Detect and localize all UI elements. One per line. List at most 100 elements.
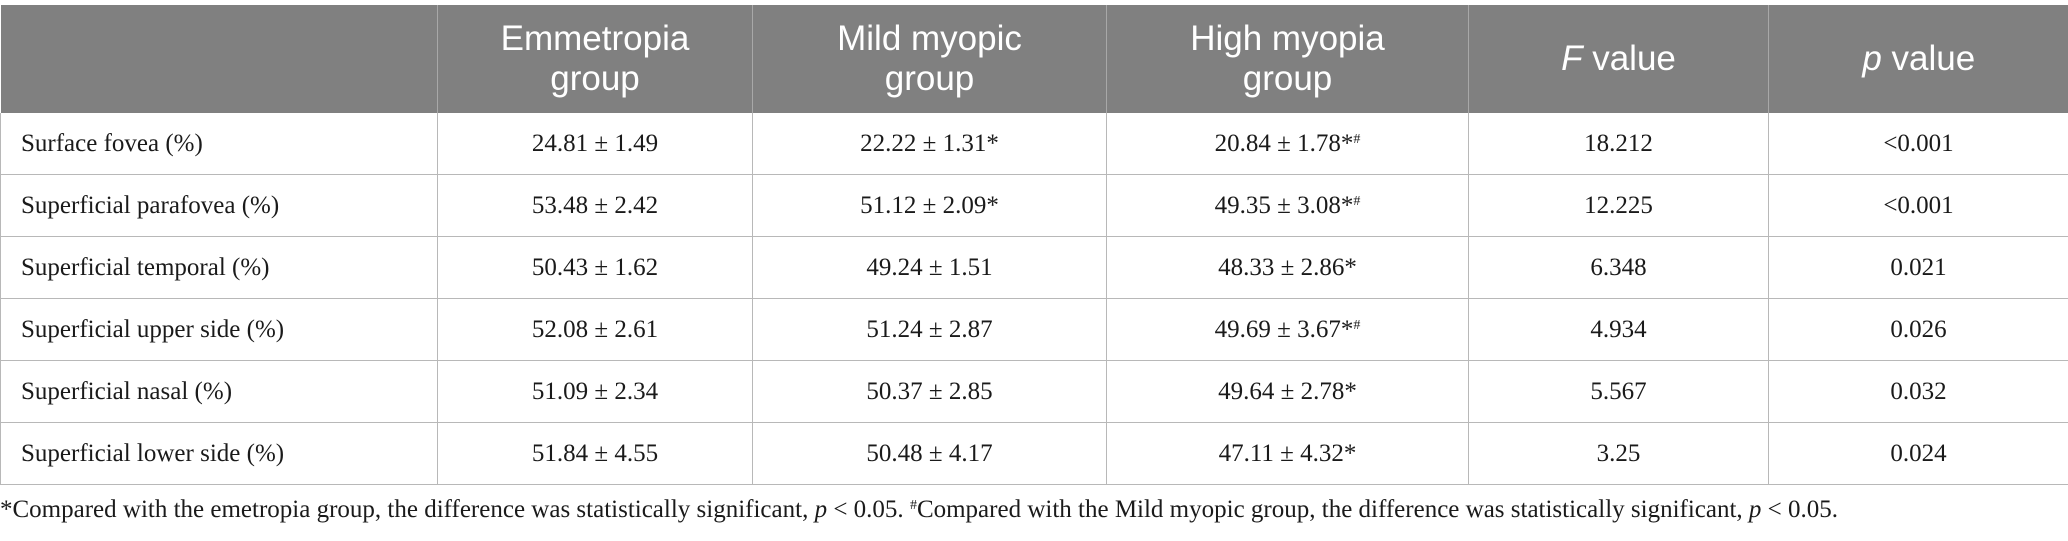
table-row: Superficial parafovea (%) 53.48 ± 2.42 51.… [0, 174, 2068, 237]
p-value-cell: 0.026 [1768, 298, 2068, 361]
p-value-text: <0.001 [1883, 129, 1954, 157]
footnote-text-3: Compared with the Mild myopic group, the… [916, 496, 1749, 523]
emmetropia-value-cell: 51.09 ± 2.34 [437, 360, 753, 423]
p-value-text: 0.032 [1890, 377, 1947, 405]
data-table-container: Emmetropia group Mild myopic group High … [0, 5, 2068, 485]
footnote-hash-symbol: # [909, 498, 917, 513]
emmetropia-value-cell: 53.48 ± 2.42 [437, 174, 753, 237]
table-row: Superficial lower side (%) 51.84 ± 4.55 50… [0, 422, 2068, 485]
high-myopia-value-text: 49.69 ± 3.67* [1214, 315, 1354, 343]
table-row: Surface fovea (%) 24.81 ± 1.49 22.22 ± 1.3… [0, 113, 2068, 175]
emmetropia-value-text: 52.08 ± 2.61 [531, 315, 659, 343]
emmetropia-value-text: 53.48 ± 2.42 [531, 191, 659, 219]
p-value-cell: 0.032 [1768, 360, 2068, 423]
mild-myopic-value-cell: 50.48 ± 4.17 [752, 422, 1107, 485]
p-value-text: <0.001 [1883, 191, 1954, 219]
emmetropia-value-cell: 52.08 ± 2.61 [437, 298, 753, 361]
myopia-density-table: Emmetropia group Mild myopic group High … [0, 5, 2068, 485]
header-mild-line2: group [884, 59, 975, 98]
high-myopia-value-cell: 49.69 ± 3.67*# [1106, 298, 1469, 361]
header-emmetropia-line2: group [550, 59, 640, 98]
f-value-cell: 3.25 [1468, 422, 1769, 485]
high-myopia-value-cell: 49.35 ± 3.08*# [1106, 174, 1469, 237]
header-p-label: value [1881, 39, 1976, 78]
p-value-text: 0.024 [1890, 439, 1947, 467]
mild-myopic-value-cell: 50.37 ± 2.85 [752, 360, 1107, 423]
row-label-text: Surface fovea (%) [21, 129, 203, 157]
mild-myopic-value-cell: 49.24 ± 1.51 [752, 236, 1107, 299]
row-label-cell: Superficial upper side (%) [0, 298, 438, 361]
header-emmetropia-group: Emmetropia group [437, 5, 753, 113]
row-label-cell: Superficial temporal (%) [0, 236, 438, 299]
header-high-line1: High myopia [1190, 19, 1385, 58]
f-value-cell: 4.934 [1468, 298, 1769, 361]
header-f-label: value [1582, 39, 1676, 78]
table-footnote: *Compared with the emetropia group, the … [0, 496, 2068, 524]
p-value-text: 0.026 [1890, 315, 1947, 343]
footnote-text-2: < 0.05. [827, 496, 910, 523]
footnote-p-symbol-2: p [1748, 496, 1762, 523]
high-myopia-value-text: 20.84 ± 1.78* [1214, 129, 1354, 157]
table-row: Superficial temporal (%) 50.43 ± 1.62 49.2… [0, 236, 2068, 299]
mild-myopic-value-text: 51.12 ± 2.09* [860, 191, 999, 219]
f-value-text: 6.348 [1590, 253, 1647, 281]
footnote-p-symbol-1: p [814, 496, 828, 523]
mild-myopic-value-text: 51.24 ± 2.87 [866, 315, 993, 343]
mild-myopic-value-cell: 22.22 ± 1.31* [752, 113, 1107, 175]
header-mild-myopic-group: Mild myopic group [752, 5, 1107, 113]
p-value-text: 0.021 [1890, 253, 1947, 281]
f-value-text: 12.225 [1584, 191, 1653, 219]
footnote-text-1: *Compared with the emetropia group, the … [0, 496, 815, 523]
f-value-text: 5.567 [1590, 377, 1647, 405]
f-value-cell: 5.567 [1468, 360, 1769, 423]
header-mild-line1: Mild myopic [837, 19, 1022, 58]
header-high-line2: group [1242, 59, 1333, 98]
emmetropia-value-text: 51.09 ± 2.34 [531, 377, 659, 405]
footnote-text-4: < 0.05. [1761, 496, 1839, 523]
f-value-cell: 6.348 [1468, 236, 1769, 299]
hash-marker: # [1353, 193, 1361, 209]
header-f-value: F value [1468, 5, 1769, 113]
high-myopia-value-cell: 47.11 ± 4.32* [1106, 422, 1469, 485]
high-myopia-value-cell: 20.84 ± 1.78*# [1106, 113, 1469, 175]
emmetropia-value-cell: 24.81 ± 1.49 [437, 113, 753, 175]
high-myopia-value-text: 49.64 ± 2.78* [1218, 377, 1357, 405]
table-row: Superficial nasal (%) 51.09 ± 2.34 50.37 ±… [0, 360, 2068, 423]
p-value-cell: <0.001 [1768, 174, 2068, 237]
row-label-text: Superficial lower side (%) [21, 439, 285, 467]
header-empty-cell [0, 5, 438, 113]
high-myopia-value-text: 47.11 ± 4.32* [1218, 439, 1357, 467]
header-high-myopia-group: High myopia group [1106, 5, 1469, 113]
row-label-text: Superficial nasal (%) [21, 377, 233, 405]
table-body: Surface fovea (%) 24.81 ± 1.49 22.22 ± 1.3… [0, 113, 2068, 485]
header-f-symbol: F [1561, 39, 1583, 78]
emmetropia-value-text: 51.84 ± 4.55 [531, 439, 659, 467]
row-label-text: Superficial upper side (%) [21, 315, 285, 343]
row-label-cell: Surface fovea (%) [0, 113, 438, 175]
high-myopia-value-cell: 48.33 ± 2.86* [1106, 236, 1469, 299]
header-p-value: p value [1768, 5, 2068, 113]
row-label-cell: Superficial lower side (%) [0, 422, 438, 485]
row-label-text: Superficial temporal (%) [21, 253, 270, 281]
mild-myopic-value-text: 49.24 ± 1.51 [866, 253, 993, 281]
table-header: Emmetropia group Mild myopic group High … [0, 5, 2068, 113]
high-myopia-value-cell: 49.64 ± 2.78* [1106, 360, 1469, 423]
row-label-cell: Superficial nasal (%) [0, 360, 438, 423]
emmetropia-value-text: 50.43 ± 1.62 [531, 253, 659, 281]
header-row: Emmetropia group Mild myopic group High … [0, 5, 2068, 113]
high-myopia-value-text: 48.33 ± 2.86* [1218, 253, 1357, 281]
f-value-cell: 18.212 [1468, 113, 1769, 175]
emmetropia-value-cell: 50.43 ± 1.62 [437, 236, 753, 299]
hash-marker: # [1353, 317, 1361, 333]
emmetropia-value-cell: 51.84 ± 4.55 [437, 422, 753, 485]
mild-myopic-value-text: 22.22 ± 1.31* [860, 129, 999, 157]
high-myopia-value-text: 49.35 ± 3.08* [1214, 191, 1354, 219]
f-value-text: 4.934 [1590, 315, 1647, 343]
table-row: Superficial upper side (%) 52.08 ± 2.61 51… [0, 298, 2068, 361]
f-value-cell: 12.225 [1468, 174, 1769, 237]
mild-myopic-value-text: 50.37 ± 2.85 [866, 377, 993, 405]
p-value-cell: 0.024 [1768, 422, 2068, 485]
p-value-cell: 0.021 [1768, 236, 2068, 299]
row-label-text: Superficial parafovea (%) [21, 191, 280, 219]
f-value-text: 3.25 [1596, 439, 1641, 467]
